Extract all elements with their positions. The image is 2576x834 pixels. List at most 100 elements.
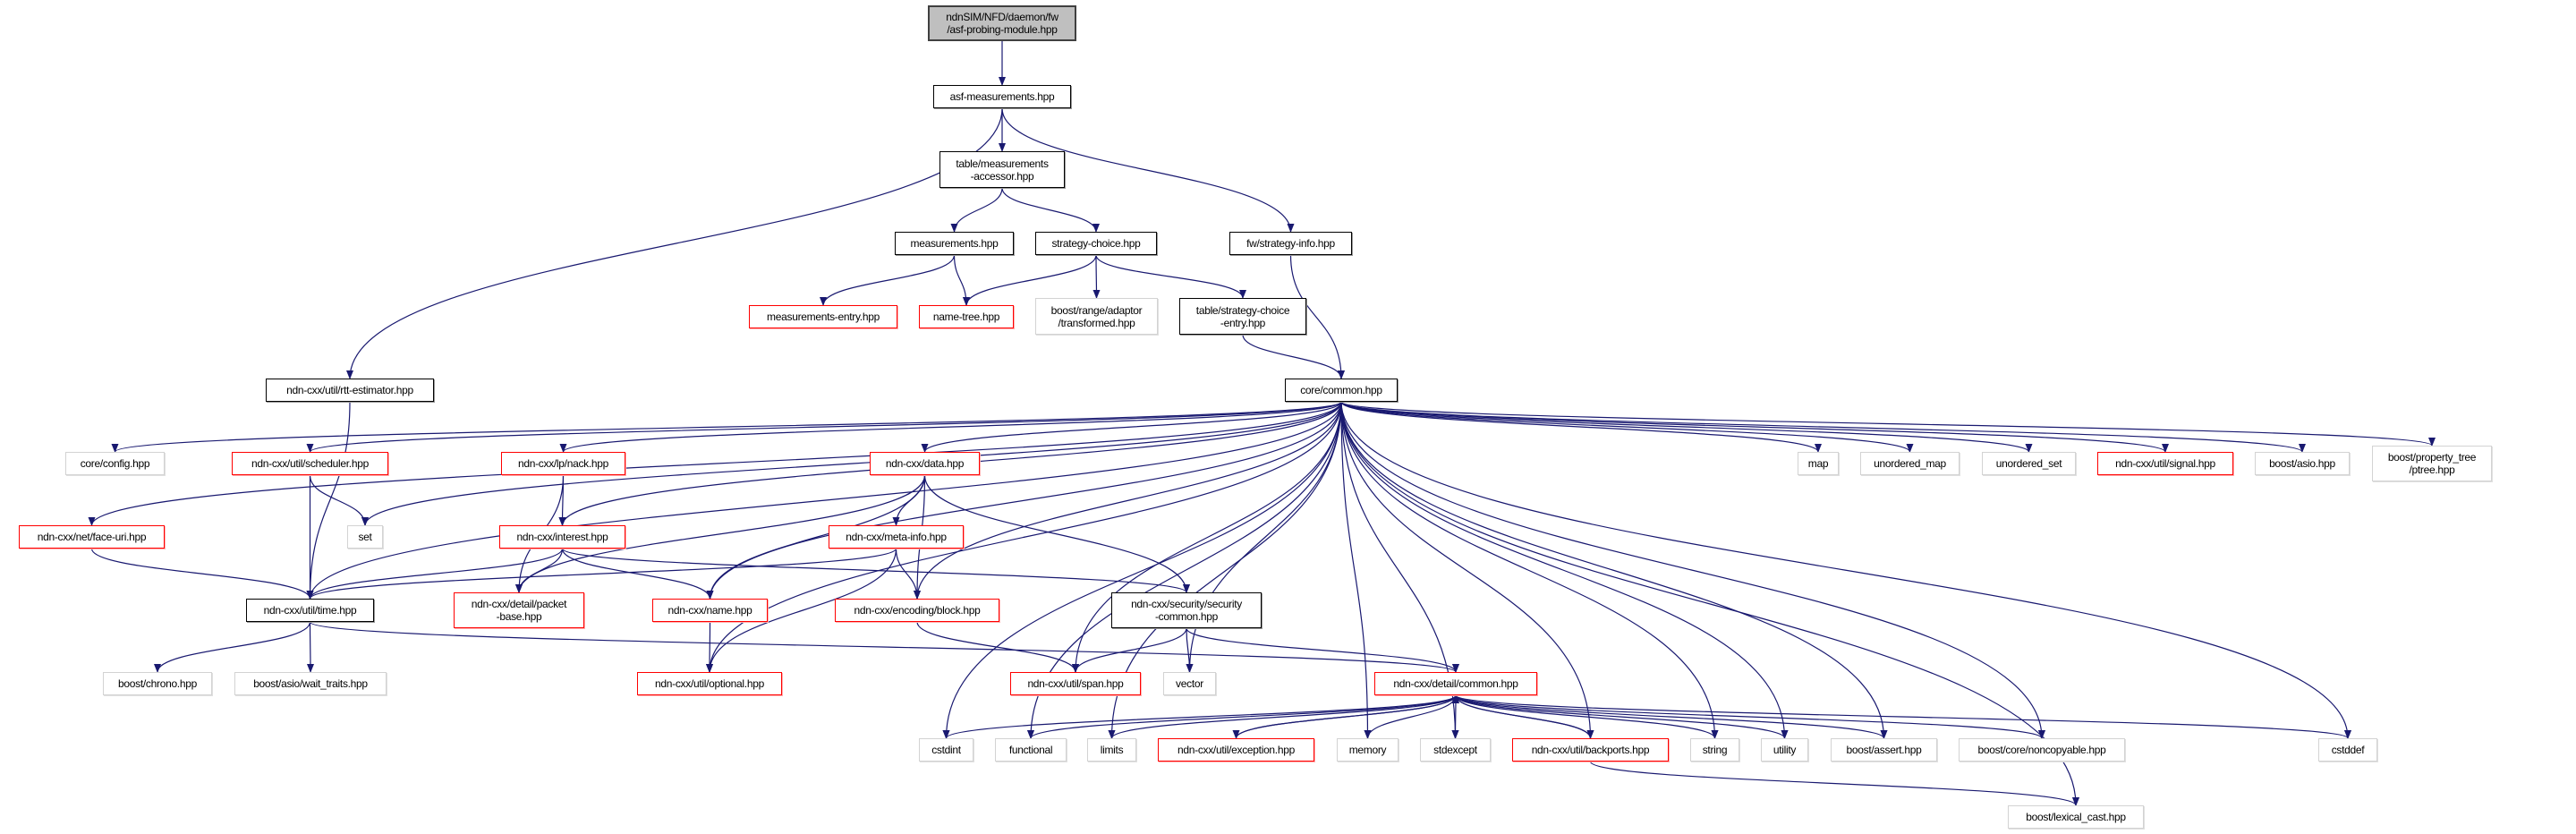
node-stdexcept: stdexcept — [1420, 738, 1491, 762]
node-chrono: boost/chrono.hpp — [103, 672, 212, 695]
node-sched[interactable]: ndn-cxx/util/scheduler.hpp — [232, 452, 388, 475]
node-asf[interactable]: asf-measurements.hpp — [933, 85, 1071, 108]
edge-common-to-optional — [706, 401, 1342, 673]
edge-common-to-span — [1072, 401, 1342, 673]
node-time[interactable]: ndn-cxx/util/time.hpp — [246, 599, 374, 622]
edge-interest-to-time — [306, 548, 564, 600]
edge-common-to-nack — [559, 401, 1342, 453]
node-transf: boost/range/adaptor /transformed.hpp — [1035, 298, 1158, 335]
node-metainfo[interactable]: ndn-cxx/meta-info.hpp — [829, 525, 964, 549]
node-block[interactable]: ndn-cxx/encoding/block.hpp — [835, 599, 999, 622]
edge-interest-to-name — [561, 548, 714, 600]
node-sinfo[interactable]: fw/strategy-info.hpp — [1229, 232, 1352, 255]
node-utility: utility — [1761, 738, 1808, 762]
node-nack[interactable]: ndn-cxx/lp/nack.hpp — [501, 452, 625, 475]
node-common[interactable]: core/common.hpp — [1285, 379, 1398, 402]
node-asio: boost/asio.hpp — [2255, 452, 2350, 475]
node-dcommon[interactable]: ndn-cxx/detail/common.hpp — [1374, 672, 1537, 695]
node-memory: memory — [1337, 738, 1399, 762]
edge-common-to-map — [1340, 401, 1822, 453]
node-data[interactable]: ndn-cxx/data.hpp — [870, 452, 980, 475]
edge-metainfo-to-block — [895, 548, 921, 600]
node-limits: limits — [1087, 738, 1136, 762]
edge-common-to-sched — [306, 401, 1342, 453]
edge-sc-to-ntree — [963, 254, 1097, 306]
edge-common-to-string — [1340, 401, 1719, 739]
edge-common-to-ptree — [1340, 401, 2436, 447]
node-optional[interactable]: ndn-cxx/util/optional.hpp — [637, 672, 782, 695]
edge-common-to-asio — [1340, 401, 2306, 453]
node-mentry[interactable]: measurements-entry.hpp — [749, 305, 897, 328]
node-cstddef: cstddef — [2318, 738, 2377, 762]
edge-common-to-backports — [1340, 401, 1594, 739]
node-vector: vector — [1163, 672, 1216, 695]
edge-seccommon-to-dcommon — [1186, 627, 1459, 673]
edge-seccommon-to-vector — [1186, 627, 1194, 673]
edge-meas-to-ntree — [953, 254, 970, 306]
node-assert: boost/assert.hpp — [1831, 738, 1937, 762]
node-sc[interactable]: strategy-choice.hpp — [1035, 232, 1157, 255]
node-name[interactable]: ndn-cxx/name.hpp — [652, 599, 768, 622]
node-cstdint: cstdint — [919, 738, 973, 762]
edge-common-to-noncopy — [1340, 401, 2045, 739]
edge-sc-to-transf — [1092, 254, 1101, 299]
edge-dcommon-to-assert — [1455, 694, 1888, 739]
edge-common-to-lexical — [1340, 401, 2079, 806]
edge-common-to-assert — [1340, 401, 1888, 739]
edge-common-to-time — [306, 401, 1342, 600]
node-ptree: boost/property_tree /ptree.hpp — [2372, 446, 2492, 481]
edge-data-to-packet — [515, 474, 926, 593]
node-signal[interactable]: ndn-cxx/util/signal.hpp — [2097, 452, 2233, 475]
node-wait: boost/asio/wait_traits.hpp — [234, 672, 387, 695]
edge-acc-to-sc — [1001, 187, 1100, 233]
edge-time-to-dcommon — [309, 621, 1459, 673]
node-scentry[interactable]: table/strategy-choice -entry.hpp — [1179, 298, 1306, 335]
edge-metainfo-to-optional — [706, 548, 897, 673]
edge-dcommon-to-cstdint — [942, 694, 1457, 739]
node-functional: functional — [995, 738, 1067, 762]
node-span[interactable]: ndn-cxx/util/span.hpp — [1010, 672, 1141, 695]
edge-metainfo-to-time — [306, 548, 897, 600]
edge-exception-to-dcommon — [1235, 694, 1459, 739]
edge-common-to-utility — [1340, 401, 1789, 739]
node-meas[interactable]: measurements.hpp — [895, 232, 1014, 255]
node-faceuri[interactable]: ndn-cxx/net/face-uri.hpp — [19, 525, 165, 549]
edge-acc-to-meas — [950, 187, 1003, 233]
edge-common-to-memory — [1340, 401, 1372, 739]
edge-interest-to-seccommon — [561, 548, 1190, 593]
edge-seccommon-to-span — [1072, 627, 1187, 673]
node-acc[interactable]: table/measurements -accessor.hpp — [939, 151, 1065, 188]
edge-common-to-data — [921, 401, 1342, 453]
edge-interest-to-packet — [515, 548, 564, 593]
edge-scentry-to-common — [1242, 334, 1345, 379]
edge-dcommon-to-cstddef — [1455, 694, 2351, 739]
edge-common-to-cstdint — [942, 401, 1342, 739]
node-seccommon[interactable]: ndn-cxx/security/security -common.hpp — [1111, 592, 1262, 628]
edge-block-to-span — [916, 621, 1079, 673]
node-packet[interactable]: ndn-cxx/detail/packet -base.hpp — [454, 592, 584, 628]
node-umap: unordered_map — [1860, 452, 1960, 475]
edge-common-to-vector — [1186, 401, 1342, 673]
node-backports[interactable]: ndn-cxx/util/backports.hpp — [1512, 738, 1669, 762]
edge-backports-to-lexical — [1589, 761, 2079, 806]
edge-common-to-faceuri — [88, 401, 1342, 526]
edge-dcommon-to-limits — [1108, 694, 1457, 739]
node-exception[interactable]: ndn-cxx/util/exception.hpp — [1158, 738, 1314, 762]
node-lexical: boost/lexical_cast.hpp — [2008, 805, 2144, 829]
node-config: core/config.hpp — [65, 452, 165, 475]
edge-sinfo-to-common — [1289, 254, 1345, 379]
edge-asf-to-sinfo — [1001, 107, 1295, 233]
node-ntree[interactable]: name-tree.hpp — [919, 305, 1014, 328]
node-map: map — [1798, 452, 1839, 475]
edge-dcommon-to-functional — [1027, 694, 1457, 739]
node-rtt[interactable]: ndn-cxx/util/rtt-estimator.hpp — [266, 379, 434, 402]
edge-data-to-seccommon — [923, 474, 1190, 593]
edge-common-to-set — [361, 401, 1342, 526]
edge-sc-to-scentry — [1095, 254, 1246, 299]
node-set: set — [347, 525, 383, 549]
edge-common-to-block — [914, 401, 1342, 600]
node-interest[interactable]: ndn-cxx/interest.hpp — [499, 525, 625, 549]
edge-dcommon-to-stdexcept — [1451, 694, 1459, 739]
